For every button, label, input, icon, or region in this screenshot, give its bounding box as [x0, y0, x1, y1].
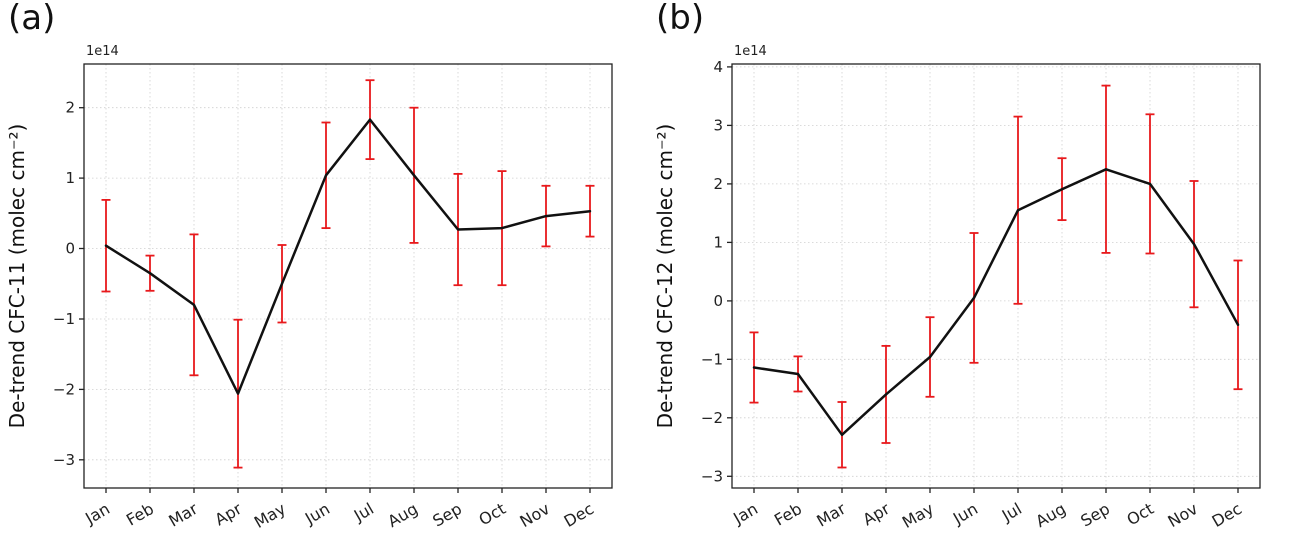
y-tick-label: 3	[713, 116, 723, 134]
y-tick-label: 0	[713, 292, 723, 310]
x-tick-label: Dec	[561, 499, 597, 531]
cfc11-chart: −3 −2 −1 0 1 2 Jan Feb Mar Apr May Jun Jul Aug Sep Oct N…	[5, 44, 613, 532]
y-tick-label: −1	[701, 350, 723, 368]
y-tick-label: 1	[713, 233, 723, 251]
x-tick-label: Jan	[729, 499, 761, 528]
y-tick-label: −2	[53, 380, 75, 398]
data-line	[104, 118, 592, 395]
x-tick-label: Oct	[476, 499, 509, 529]
data-line	[752, 168, 1240, 437]
y-tick-label: −3	[53, 451, 75, 469]
axis-offset-text: 1e14	[86, 44, 119, 59]
x-tick-label: Jul	[350, 499, 377, 526]
panel-a: (a) −3 −2 −1 0 1 2 Jan Feb Mar Apr May Jun Jul Aug Sep…	[0, 0, 648, 546]
x-tick-label: Jun	[949, 499, 981, 528]
x-tick-label: Jul	[998, 499, 1025, 526]
x-tick-label: Feb	[123, 499, 157, 530]
x-tick-label: Mar	[813, 499, 849, 531]
x-tick-label: Feb	[771, 499, 805, 530]
x-tick-label: Apr	[212, 499, 246, 530]
x-tick-label: Aug	[384, 499, 421, 531]
y-tick-label: 2	[713, 175, 723, 193]
x-tick-label: Sep	[1077, 499, 1113, 531]
y-tick-label: 4	[713, 58, 723, 76]
x-tick-label: Nov	[1164, 499, 1201, 531]
x-tick-label: Jan	[81, 499, 113, 528]
y-tick-label: 2	[65, 99, 75, 117]
y-axis-label: De-trend CFC-12 (molec cm⁻²)	[653, 124, 677, 429]
panel-b: (b) −3 −2 −1 0 1 2 3 4 Jan Feb Mar Apr May Jun Jul Aug S…	[648, 0, 1296, 546]
axes-frame	[83, 63, 613, 489]
x-tick-label: Mar	[165, 499, 201, 531]
x-tick-label: Dec	[1209, 499, 1245, 531]
y-axis-label: De-trend CFC-11 (molec cm⁻²)	[5, 124, 29, 429]
axes-frame	[731, 63, 1261, 489]
x-tick-label: Oct	[1124, 499, 1157, 529]
cfc12-chart: −3 −2 −1 0 1 2 3 4 Jan Feb Mar Apr May Jun Jul Aug Sep Oc…	[653, 44, 1261, 532]
y-tick-label: −1	[53, 310, 75, 328]
x-tick-label: May	[251, 499, 289, 532]
y-tick-label: −3	[701, 467, 723, 485]
x-tick-label: May	[899, 499, 937, 532]
y-tick-label: 0	[65, 240, 75, 258]
axis-offset-text: 1e14	[734, 44, 767, 59]
y-tick-label: 1	[65, 169, 75, 187]
x-tick-label: Apr	[860, 499, 894, 530]
x-tick-label: Nov	[516, 499, 553, 531]
panel-b-label: (b)	[656, 0, 705, 38]
x-tick-label: Jun	[301, 499, 333, 528]
x-tick-label: Sep	[429, 499, 465, 531]
x-tick-label: Aug	[1032, 499, 1069, 531]
panel-a-label: (a)	[8, 0, 56, 38]
y-tick-label: −2	[701, 409, 723, 427]
